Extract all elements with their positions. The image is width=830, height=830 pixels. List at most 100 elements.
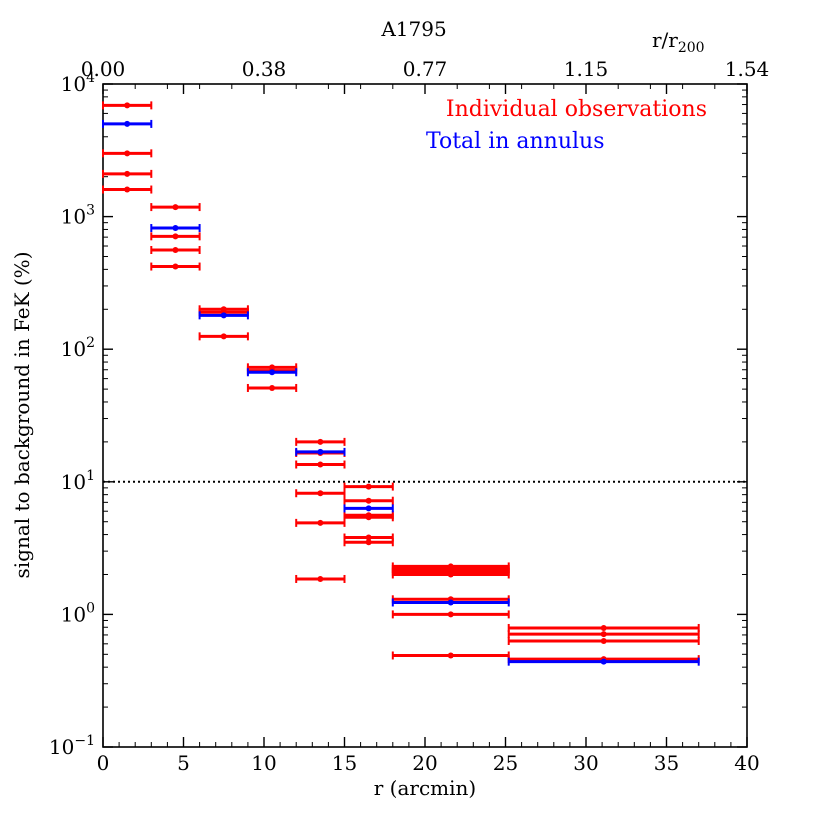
data-marker	[317, 490, 324, 497]
x-tick-label: 20	[412, 751, 437, 775]
x-tick-label: 30	[573, 751, 598, 775]
data-marker	[365, 497, 372, 504]
data-point-individual-observations	[246, 383, 298, 392]
x-tick-label: 40	[734, 751, 759, 775]
data-marker	[220, 333, 227, 340]
legend-entry-total-in-annulus: Total in annulus	[426, 129, 605, 154]
plot-area	[102, 83, 748, 748]
data-point-individual-observations	[343, 538, 394, 547]
data-marker	[124, 186, 131, 193]
data-marker	[365, 514, 372, 521]
data-point-total-in-annulus	[102, 119, 153, 128]
data-marker	[365, 483, 372, 490]
data-point-total-in-annulus	[343, 504, 394, 513]
x-tick-label: 5	[177, 751, 190, 775]
x-tick-label: 10	[251, 751, 276, 775]
data-marker	[317, 438, 324, 445]
data-point-individual-observations	[343, 496, 394, 505]
minor-ticks	[103, 84, 747, 747]
data-marker	[124, 170, 131, 177]
data-marker	[172, 225, 179, 232]
x-tick-label: 15	[332, 751, 357, 775]
data-marker	[600, 638, 607, 645]
data-marker	[172, 263, 179, 270]
data-marker	[317, 575, 324, 582]
y-axis-title: signal to background in FeK (%)	[10, 252, 34, 579]
major-ticks	[102, 83, 748, 748]
y-tick-label: 104	[61, 70, 95, 96]
x-axis-title: r (arcmin)	[374, 776, 476, 800]
legend-entry-individual-observations: Individual observations	[446, 97, 707, 122]
data-marker	[447, 611, 454, 618]
data-point-individual-observations	[391, 570, 510, 579]
top-axis-title-subscript: 200	[678, 40, 705, 56]
data-point-individual-observations	[295, 437, 346, 446]
data-point-individual-observations	[150, 203, 201, 212]
data-point-individual-observations	[102, 101, 153, 110]
data-marker	[269, 384, 276, 391]
data-point-individual-observations	[343, 533, 394, 542]
data-point-individual-observations	[102, 169, 153, 178]
chart-title: A1795	[380, 17, 446, 41]
data-marker	[600, 658, 607, 665]
y-tick-label: 100	[61, 600, 95, 626]
data-marker	[600, 624, 607, 631]
data-marker	[317, 519, 324, 526]
y-tick-label: 10−1	[49, 733, 95, 759]
legend: Individual observations Total in annulus	[426, 97, 707, 154]
data-point-individual-observations	[507, 630, 700, 639]
data-point-total-in-annulus	[391, 598, 510, 607]
data-marker	[365, 505, 372, 512]
data-marker	[124, 102, 131, 109]
tick-labels: 0 5 10 15 20 25 30 35 40 0.00 0.38 0.77 1.15 1.54 10−1…	[49, 57, 769, 775]
x-tick-label: 35	[654, 751, 679, 775]
top-tick-label: 0.38	[242, 57, 287, 81]
data-point-individual-observations	[150, 262, 201, 271]
data-marker	[447, 599, 454, 606]
data-point-individual-observations	[102, 149, 153, 158]
data-marker	[172, 246, 179, 253]
data-point-individual-observations	[507, 637, 700, 646]
x-tick-label: 0	[97, 751, 110, 775]
data-point-individual-observations	[507, 623, 700, 632]
data-point-individual-observations	[343, 513, 394, 522]
data-marker	[365, 534, 372, 541]
data-marker	[269, 369, 276, 376]
data-marker	[600, 631, 607, 638]
data-point-individual-observations	[150, 232, 201, 241]
data-point-individual-observations	[343, 482, 394, 491]
top-axis-title: r/r200	[652, 28, 705, 56]
data-marker	[317, 448, 324, 455]
data-marker	[172, 233, 179, 240]
data-marker	[365, 539, 372, 546]
data-point-individual-observations	[391, 651, 510, 660]
data-point-individual-observations	[391, 610, 510, 619]
data-point-individual-observations	[295, 489, 346, 498]
data-point-total-in-annulus	[198, 311, 249, 320]
data-point-individual-observations	[102, 185, 153, 194]
data-point-individual-observations	[295, 574, 346, 583]
data-marker	[447, 652, 454, 659]
data-marker	[124, 120, 131, 127]
top-tick-label: 0.77	[403, 57, 448, 81]
data-point-total-in-annulus	[507, 657, 700, 666]
top-tick-label: 0.00	[81, 57, 126, 81]
data-point-total-in-annulus	[295, 447, 346, 456]
data-point-individual-observations	[295, 460, 346, 469]
data-points	[102, 101, 700, 666]
top-axis-title-main: r/r	[652, 28, 678, 52]
data-marker	[220, 312, 227, 319]
data-marker	[124, 150, 131, 157]
data-point-total-in-annulus	[246, 368, 298, 377]
data-point-total-in-annulus	[150, 224, 201, 233]
data-marker	[172, 204, 179, 211]
data-marker	[447, 571, 454, 578]
data-marker	[317, 461, 324, 468]
y-tick-label: 103	[61, 203, 95, 229]
data-point-individual-observations	[150, 245, 201, 254]
top-tick-label: 1.15	[564, 57, 609, 81]
y-tick-label: 101	[61, 468, 95, 494]
data-point-individual-observations	[295, 518, 346, 527]
x-tick-label: 25	[493, 751, 518, 775]
top-tick-label: 1.54	[725, 57, 770, 81]
